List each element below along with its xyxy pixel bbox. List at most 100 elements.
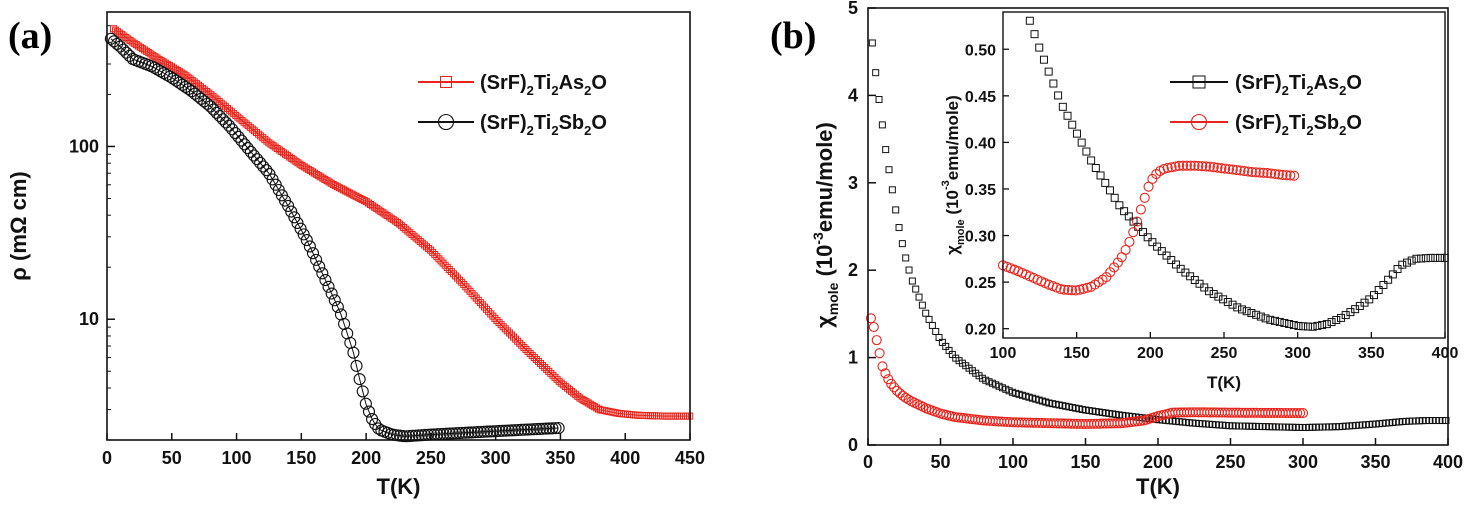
data-point (518, 423, 531, 436)
data-point (470, 292, 478, 300)
inset-data-point (1231, 165, 1242, 176)
data-point (319, 273, 332, 287)
inset-data-point (1219, 295, 1228, 304)
inset-data-point (1346, 308, 1355, 317)
data-point (539, 361, 547, 369)
data-point (358, 196, 366, 204)
data-point (435, 255, 443, 263)
x-tick-label: 0 (102, 448, 112, 468)
data-point (491, 314, 499, 322)
data-point (487, 425, 500, 438)
inset-data-point (1303, 322, 1312, 331)
y-tick-label: 4 (848, 85, 858, 105)
inset-data-point (1025, 16, 1034, 25)
x-tick-label: 400 (610, 448, 640, 468)
inset-data-point (1120, 244, 1131, 255)
data-point (322, 280, 335, 293)
panel-a-label: (a) (8, 15, 52, 57)
data-point (1292, 408, 1303, 419)
x-tick-label: 50 (162, 448, 182, 468)
data-point (232, 130, 245, 143)
data-point (241, 142, 254, 155)
y-tick-label: 100 (69, 136, 99, 156)
inset-data-point (1082, 147, 1091, 156)
inset-data-point (1049, 79, 1058, 88)
legend: (SrF)2Ti2As2O (SrF)2Ti2Sb2O (1170, 72, 1362, 138)
data-point (915, 293, 923, 301)
data-point (288, 211, 301, 224)
inset-data-point (1250, 167, 1261, 178)
data-point (439, 259, 447, 267)
data-point (291, 216, 304, 230)
x-tick-label: 350 (545, 448, 575, 468)
data-point (545, 367, 553, 375)
inset-data-point (1275, 317, 1284, 326)
inset-data-point (1171, 260, 1180, 269)
data-point (165, 62, 173, 70)
inset-data-point (1379, 280, 1388, 289)
data-point (477, 425, 491, 438)
inset-data-point (1139, 192, 1150, 203)
inset-x-tick-label: 250 (1211, 345, 1238, 362)
inset-data-point (1138, 228, 1147, 237)
inset-data-point (1327, 318, 1336, 327)
data-point (871, 335, 882, 346)
legend-marker (440, 76, 452, 88)
y-tick-label: 10 (79, 309, 99, 329)
inset-data-point (1322, 320, 1331, 329)
data-point (464, 285, 472, 293)
y-tick-label: 5 (848, 0, 858, 18)
data-point (155, 55, 163, 63)
inset-data-point (1181, 160, 1192, 171)
data-point (359, 397, 372, 410)
data-point (400, 223, 408, 231)
y-tick-label: 3 (848, 173, 858, 193)
inset-data-point (1101, 178, 1110, 187)
y-axis-label: χmole (10-3emu/mole) (810, 122, 841, 328)
inset-data-point (1074, 284, 1085, 295)
legend-marker (1190, 113, 1208, 131)
inset-data-point (1063, 111, 1072, 120)
data-point (167, 72, 180, 85)
inset-data-point (1055, 283, 1066, 295)
inset-data-point (1030, 30, 1039, 39)
data-point (507, 331, 515, 339)
inset-data-point (1313, 321, 1322, 330)
data-point (414, 236, 422, 244)
data-point (888, 186, 896, 194)
data-point (865, 313, 876, 324)
data-point (420, 241, 428, 249)
data-point (123, 49, 136, 62)
data-point (443, 263, 451, 271)
inset-series-0 (1025, 16, 1449, 331)
inset-data-point (1426, 253, 1435, 262)
inset-data-point (1273, 169, 1284, 180)
data-point (503, 327, 511, 335)
data-point (163, 60, 171, 68)
data-point (489, 312, 497, 320)
inset-data-point (1167, 256, 1176, 265)
inset-data-point (1294, 321, 1303, 330)
inset-data-point (1148, 238, 1157, 247)
data-point (449, 270, 457, 278)
data-point (257, 160, 270, 173)
data-point (928, 321, 936, 329)
chart-a: 0 50 100 150 200 250 300 350 400 450 10 100 T(K) ρ (m… (6, 11, 705, 499)
inset-data-point (1087, 156, 1096, 165)
data-point (474, 296, 482, 304)
inset-data-point (1209, 289, 1218, 298)
x-tick-label: 100 (998, 452, 1028, 472)
inset-data-point (1261, 314, 1270, 323)
x-tick-label: 150 (286, 448, 316, 468)
data-point (282, 199, 295, 212)
y-tick-label: 0 (848, 435, 858, 455)
data-point (462, 283, 470, 291)
data-point (400, 430, 413, 443)
data-point (431, 250, 439, 258)
data-point (360, 197, 368, 205)
inset-y-tick-label: 0.25 (965, 275, 996, 292)
inset-data-point (1254, 167, 1265, 178)
data-point (154, 65, 167, 78)
x-tick-label: 150 (1070, 452, 1100, 472)
data-point (297, 228, 310, 241)
